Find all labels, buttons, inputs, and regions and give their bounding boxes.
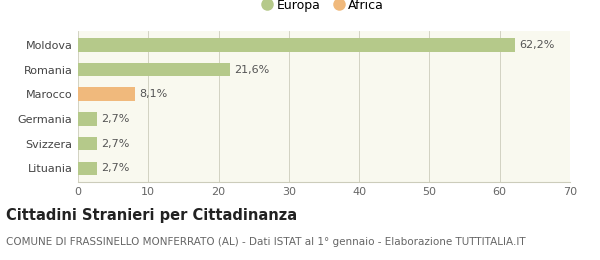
Bar (78, 112, 97, 126)
Bar (78, 87, 135, 101)
Text: 2,7%: 2,7% (101, 139, 130, 149)
Bar (78, 38, 515, 52)
Text: 62,2%: 62,2% (520, 40, 555, 50)
Bar (78, 63, 230, 76)
Text: 21,6%: 21,6% (234, 64, 269, 75)
Bar (78, 137, 97, 151)
Text: Cittadini Stranieri per Cittadinanza: Cittadini Stranieri per Cittadinanza (6, 208, 297, 223)
Bar (78, 161, 97, 175)
Text: 8,1%: 8,1% (139, 89, 167, 99)
Legend: Europa, Africa: Europa, Africa (260, 0, 388, 16)
Text: 2,7%: 2,7% (101, 163, 130, 173)
Text: 2,7%: 2,7% (101, 114, 130, 124)
Text: COMUNE DI FRASSINELLO MONFERRATO (AL) - Dati ISTAT al 1° gennaio - Elaborazione : COMUNE DI FRASSINELLO MONFERRATO (AL) - … (6, 237, 526, 246)
